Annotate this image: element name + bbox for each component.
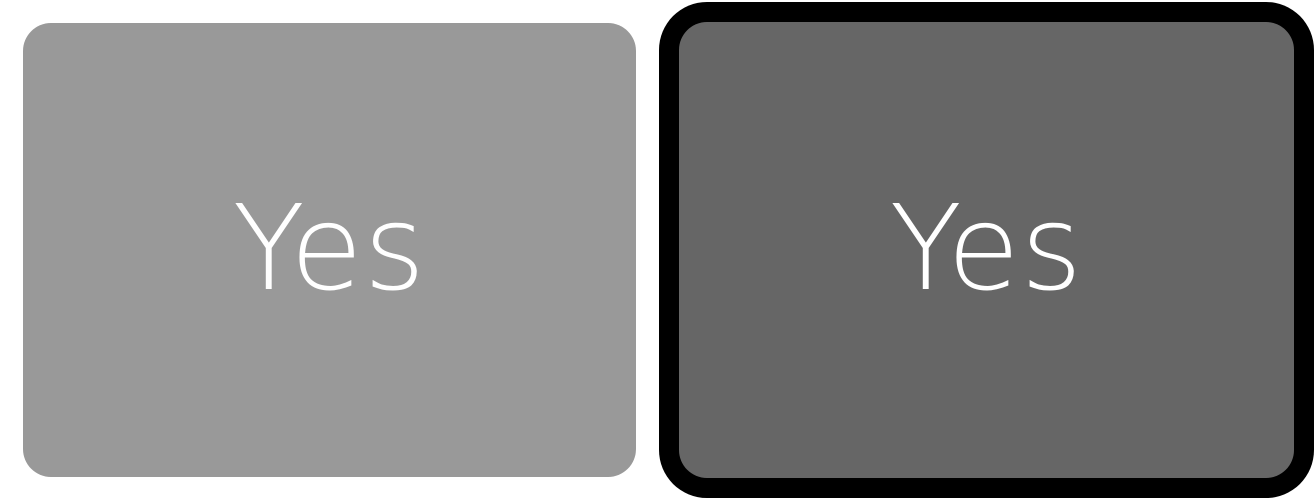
yes-button-label: Yes <box>232 179 427 317</box>
yes-button[interactable]: Yes <box>23 23 636 477</box>
yes-button-focused-label: Yes <box>889 179 1084 317</box>
yes-button-focused[interactable]: Yes <box>659 2 1314 498</box>
yes-button-focused-face[interactable]: Yes <box>679 22 1294 478</box>
